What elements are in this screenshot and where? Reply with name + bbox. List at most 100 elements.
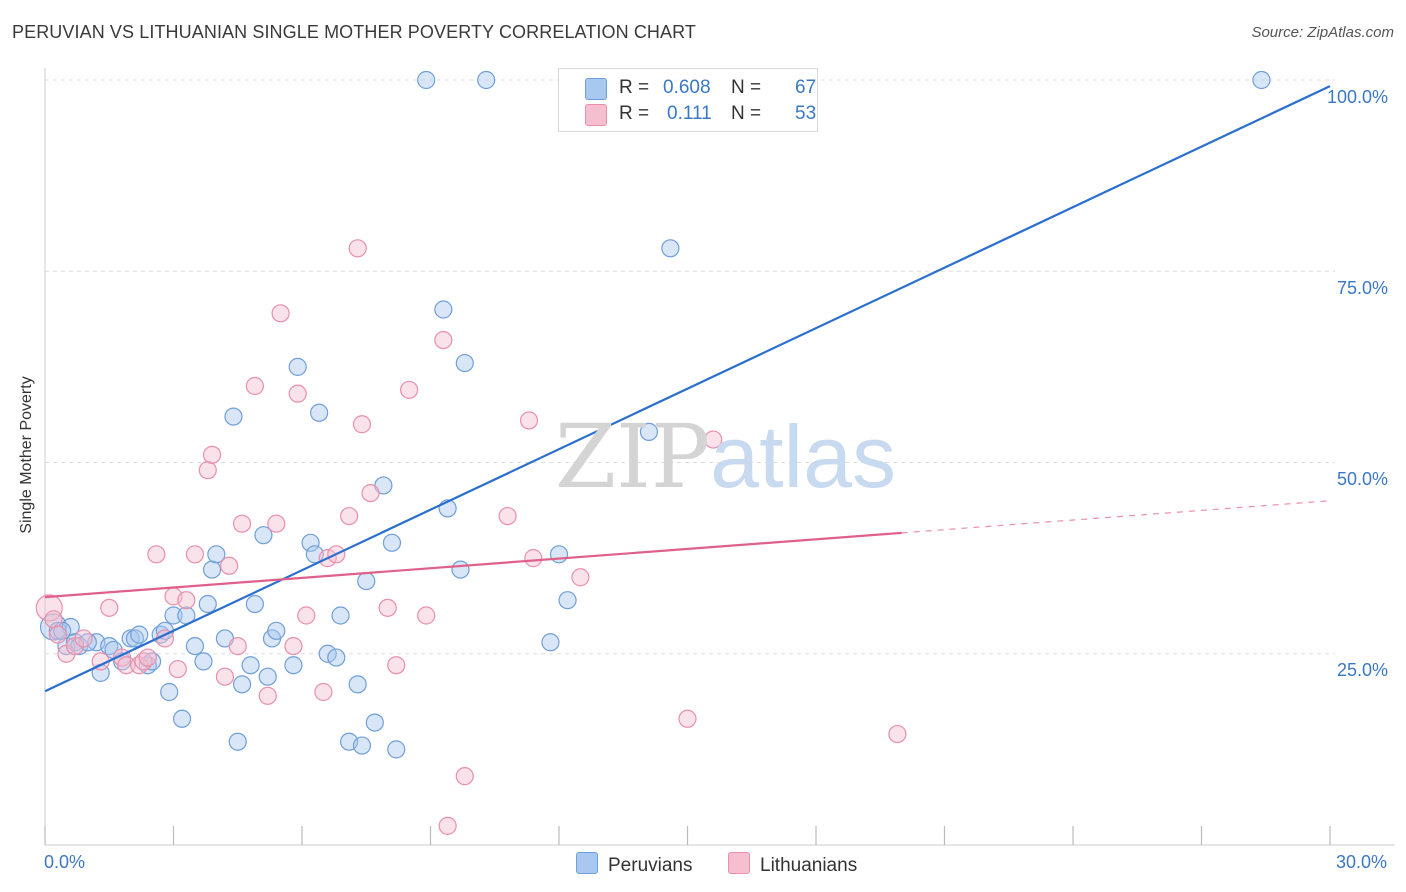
data-point-lithuanians [434,331,453,350]
legend-label-lithuanians: Lithuanians [760,855,858,876]
data-point-lithuanians [177,591,196,610]
data-point-peruvians [382,533,402,552]
data-point-lithuanians [498,506,517,526]
legend-label-peruvians: Peruvians [608,855,693,876]
y-tick-label-50: 50.0% [1337,469,1389,489]
data-point-peruvians [301,533,320,552]
data-point-lithuanians [888,724,907,744]
data-point-peruvians [164,606,183,625]
data-point-peruvians [541,633,560,652]
legend-n-value: 67 [795,77,817,98]
data-point-lithuanians [387,656,406,675]
data-point-peruvians [232,675,252,694]
legend-swatch-peruvians [576,852,598,874]
data-point-peruvians [331,606,350,625]
data-point-lithuanians [74,629,93,648]
data-point-lithuanians [519,411,539,430]
data-point-peruvians [417,70,436,90]
trend-line-lithuanians [44,531,902,599]
data-point-peruvians [258,667,277,686]
data-point-peruvians [207,545,226,564]
legend-r-label: R = [619,77,650,98]
legend-n-value: 53 [795,103,817,124]
y-tick-label-25: 25.0% [1337,660,1389,680]
legend-swatch-lithuanians [585,104,607,126]
data-point-lithuanians [220,556,239,575]
data-point-lithuanians [271,304,290,323]
data-point-lithuanians [348,239,367,258]
data-point-lithuanians [117,656,136,675]
correlation-legend: R = 0.608 N = 67 R = 0.111 N = 53 [558,68,818,132]
chart-title: PERUVIAN VS LITHUANIAN SINGLE MOTHER POV… [12,22,696,42]
data-point-peruvians [202,560,222,579]
data-point-lithuanians [455,767,474,786]
data-point-lithuanians [297,606,316,625]
data-point-peruvians [357,571,376,591]
data-point-peruvians [451,560,470,579]
legend-swatch-lithuanians [728,852,750,874]
data-point-peruvians [639,422,659,441]
data-point-peruvians [194,652,213,671]
data-point-peruvians [434,300,453,319]
data-point-lithuanians [185,545,205,564]
data-point-lithuanians [314,682,333,702]
data-point-lithuanians [352,415,372,434]
trend-line-peruvians [44,85,1331,693]
data-point-lithuanians [44,610,63,629]
data-point-lithuanians [168,659,187,679]
data-point-lithuanians [340,506,359,526]
data-point-lithuanians [704,430,723,449]
data-point-peruvians [254,526,273,545]
data-point-peruvians [327,648,346,667]
legend-r-value: 0.111 [667,103,712,124]
data-point-lithuanians [35,594,63,622]
data-point-lithuanians [361,484,380,503]
data-point-lithuanians [399,380,419,399]
data-point-lithuanians [198,461,217,480]
data-point-peruvians [160,682,179,702]
data-point-lithuanians [215,667,234,686]
x-tick-label-min: 0.0% [44,852,86,872]
data-point-peruvians [558,591,577,610]
data-point-lithuanians [378,598,397,617]
data-point-lithuanians [147,545,166,564]
data-point-lithuanians [245,376,264,396]
legend-n-label: N = [731,77,762,98]
data-point-lithuanians [202,445,222,464]
data-point-peruvians [288,357,307,376]
watermark-zip: ZIP [555,405,711,508]
data-point-peruvians [455,353,474,373]
data-point-lithuanians [288,384,307,403]
data-point-peruvians [185,636,205,656]
legend-r-value: 0.608 [663,77,711,98]
data-point-lithuanians [100,598,119,617]
data-point-peruvians [477,70,496,90]
data-point-lithuanians [417,606,436,625]
data-point-peruvians [387,740,406,759]
source-label: Source: ZipAtlas.com [1251,24,1394,41]
data-point-peruvians [198,594,217,614]
data-point-lithuanians [258,686,277,705]
data-point-lithuanians [571,568,590,587]
data-point-peruvians [661,239,680,258]
data-point-peruvians [310,403,329,422]
y-tick-label-100: 100.0% [1327,87,1389,107]
legend-n-label: N = [731,103,762,124]
data-point-peruvians [241,656,260,675]
data-point-lithuanians [228,636,247,656]
data-point-peruvians [352,736,372,755]
legend-r-label: R = [619,103,650,124]
data-point-lithuanians [138,648,157,667]
data-point-lithuanians [438,816,457,835]
y-axis-label: Single Mother Poverty [18,376,35,534]
watermark-atlas: atlas [710,407,897,506]
x-tick-label-max: 30.0% [1336,852,1388,872]
data-point-peruvians [549,545,569,564]
watermark: ZIPatlas [555,405,896,508]
data-point-peruvians [318,644,337,663]
bottom-legend-lithuanians: Lithuanians [728,852,857,877]
y-tick-label-75: 75.0% [1337,278,1389,298]
data-point-lithuanians [524,549,543,568]
data-point-peruvians [172,709,192,728]
